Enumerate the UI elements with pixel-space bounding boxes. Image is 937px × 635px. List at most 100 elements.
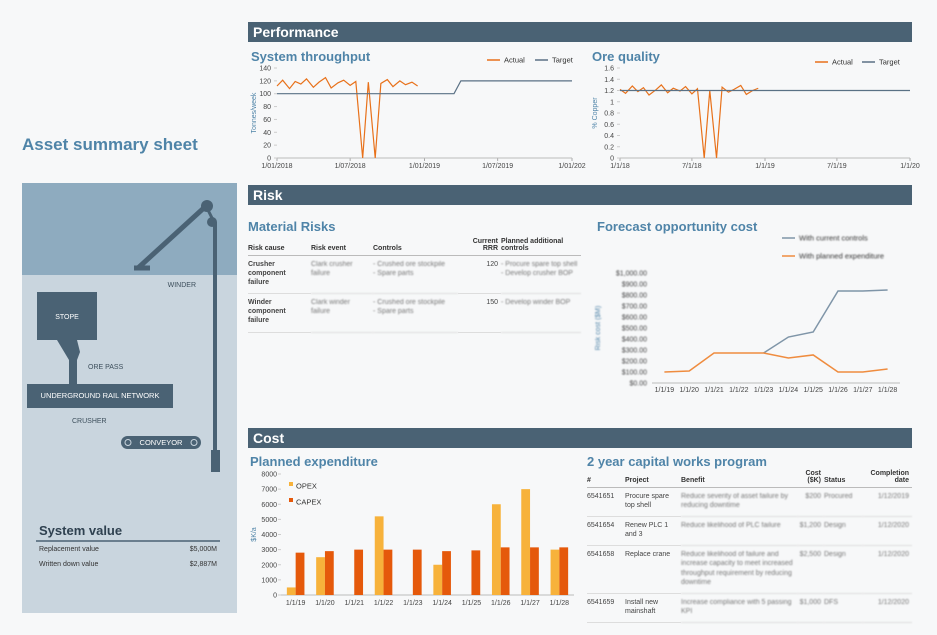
bar bbox=[491, 504, 501, 595]
bullet: Procure spare top shell bbox=[501, 260, 578, 269]
x-tick-label: 1/1/25 bbox=[803, 387, 823, 394]
y-tick-label: 1000 bbox=[261, 577, 277, 584]
y-tick-label: $0.00 bbox=[629, 381, 647, 388]
line-series bbox=[619, 84, 759, 159]
y-tick-label: $400.00 bbox=[622, 337, 647, 344]
bar bbox=[412, 549, 422, 595]
legend-label: With planned expenditure bbox=[799, 252, 884, 261]
x-tick-label: 1/1/20 bbox=[900, 163, 920, 170]
table-cell: Develop winder BOP bbox=[501, 294, 581, 333]
x-tick-label: 1/1/19 bbox=[755, 163, 775, 170]
y-tick-label: $300.00 bbox=[622, 348, 647, 355]
table-cell: 6541658 bbox=[587, 546, 625, 594]
y-tick-label: 100 bbox=[259, 91, 271, 98]
table-cell: Install new mainshaft bbox=[625, 594, 681, 623]
legend-label: With current controls bbox=[799, 234, 868, 243]
bar bbox=[471, 550, 481, 595]
y-tick-label: 40 bbox=[263, 130, 271, 137]
table-cell: 6541651 bbox=[587, 488, 625, 518]
y-tick-label: 4000 bbox=[261, 532, 277, 539]
table-cell: Reduce likelihood of PLC failure bbox=[681, 517, 798, 547]
sheave bbox=[201, 200, 213, 212]
y-tick-label: $800.00 bbox=[622, 293, 647, 300]
y-tick-label: $100.00 bbox=[622, 370, 647, 377]
table-cell: $200 bbox=[798, 488, 824, 518]
x-tick-label: 1/1/22 bbox=[729, 387, 749, 394]
bar bbox=[433, 564, 443, 595]
label: ORE PASS bbox=[88, 364, 124, 371]
system-value-title: System value bbox=[39, 523, 122, 538]
y-tick-label: 60 bbox=[263, 117, 271, 124]
x-tick-label: 1/1/28 bbox=[878, 387, 898, 394]
capital-table: # Project Benefit Cost ($K) Status Completion… bbox=[587, 470, 912, 623]
x-tick-label: 1/1/21 bbox=[704, 387, 724, 394]
table-cell: 1/12/2020 bbox=[863, 594, 912, 623]
bullet: Crushed ore stockpile bbox=[373, 260, 455, 269]
section-title: Cost bbox=[253, 430, 284, 446]
section-header bbox=[248, 185, 912, 205]
column-header: Status bbox=[824, 477, 863, 488]
section-title: Risk bbox=[253, 187, 283, 203]
x-tick-label: 1/1/24 bbox=[432, 600, 452, 607]
legend-label: Target bbox=[879, 58, 901, 67]
y-tick-label: 140 bbox=[259, 66, 271, 73]
section-header bbox=[248, 22, 912, 42]
bullet: Develop winder BOP bbox=[501, 298, 578, 307]
bar bbox=[521, 489, 531, 595]
y-tick-label: 0.4 bbox=[604, 133, 614, 140]
legend-label: Actual bbox=[504, 56, 525, 65]
table-cell: Reduce likelihood of failure and increas… bbox=[681, 546, 798, 594]
y-tick-label: 0.2 bbox=[604, 144, 614, 151]
table-cell: $2,500 bbox=[798, 546, 824, 594]
bullet: Crushed ore stockpile bbox=[373, 298, 455, 307]
y-tick-label: 0.8 bbox=[604, 111, 614, 118]
table-cell: Procure spare top shellDevelop crusher B… bbox=[501, 256, 581, 295]
rail bbox=[27, 384, 173, 408]
x-tick-label: 7/1/19 bbox=[827, 163, 847, 170]
surface-area bbox=[22, 183, 237, 275]
table-cell: Procured bbox=[824, 488, 863, 518]
bar bbox=[374, 516, 384, 595]
table-cell: $1,200 bbox=[798, 517, 824, 547]
bar bbox=[286, 587, 296, 595]
table-title: Material Risks bbox=[248, 219, 335, 234]
table-cell: Crushed ore stockpileSpare parts bbox=[373, 256, 458, 295]
x-tick-label: 1/1/23 bbox=[403, 600, 423, 607]
line-series bbox=[763, 289, 888, 354]
headframe bbox=[136, 204, 208, 270]
y-axis-label: Tonnes/week bbox=[251, 92, 258, 133]
table-cell: 6541654 bbox=[587, 517, 625, 547]
column-header: Risk cause bbox=[248, 245, 311, 256]
table-cell: Design bbox=[824, 517, 863, 547]
label: CRUSHER bbox=[72, 418, 107, 425]
table-cell: Renew PLC 1 and 3 bbox=[625, 517, 681, 547]
table-title: 2 year capital works program bbox=[587, 454, 767, 469]
x-tick-label: 1/1/20 bbox=[315, 600, 335, 607]
table-cell: Clark crusher failure bbox=[311, 256, 373, 295]
table-cell: 1/12/2020 bbox=[863, 517, 912, 547]
x-tick-label: 1/1/21 bbox=[345, 600, 365, 607]
y-tick-label: 1.6 bbox=[604, 66, 614, 73]
table-cell: Crusher component failure bbox=[248, 256, 311, 295]
table-cell: $1,000 bbox=[798, 594, 824, 623]
table-cell: 1/12/2020 bbox=[863, 546, 912, 594]
y-tick-label: $600.00 bbox=[622, 315, 647, 322]
stope bbox=[37, 292, 97, 340]
column-header: Completion date bbox=[863, 470, 912, 488]
x-tick-label: 1/1/20 bbox=[679, 387, 699, 394]
bar bbox=[295, 552, 305, 595]
bar bbox=[530, 547, 539, 595]
x-tick-label: 1/1/23 bbox=[754, 387, 774, 394]
x-tick-label: 1/1/26 bbox=[828, 387, 848, 394]
value-label: Replacement value bbox=[39, 546, 99, 553]
column-header: Cost ($K) bbox=[798, 470, 824, 488]
y-tick-label: 1.4 bbox=[604, 77, 614, 84]
table-cell: Clark winder failure bbox=[311, 294, 373, 333]
roller bbox=[190, 439, 198, 446]
table-cell: Reduce severity of asset failure by redu… bbox=[681, 488, 798, 518]
chart-title: Ore quality bbox=[592, 49, 661, 64]
y-tick-label: 1.2 bbox=[604, 88, 614, 95]
bullet: Spare parts bbox=[373, 269, 455, 278]
table-cell: Procure spare top shell bbox=[625, 488, 681, 518]
